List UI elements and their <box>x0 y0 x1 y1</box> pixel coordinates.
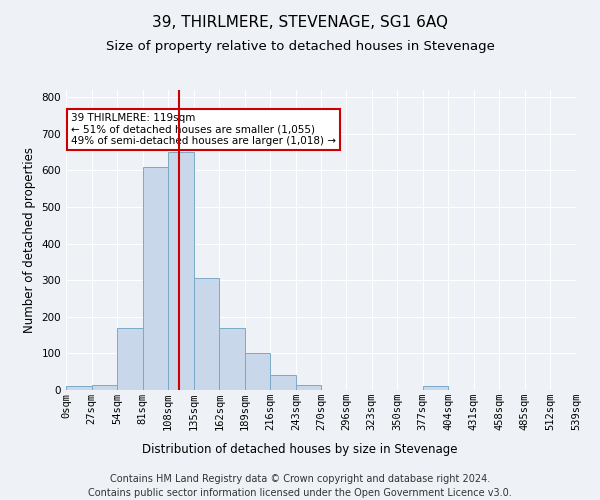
Y-axis label: Number of detached properties: Number of detached properties <box>23 147 36 333</box>
Bar <box>423 386 448 390</box>
Bar <box>117 328 143 390</box>
Text: 39 THIRLMERE: 119sqm
← 51% of detached houses are smaller (1,055)
49% of semi-de: 39 THIRLMERE: 119sqm ← 51% of detached h… <box>71 112 336 146</box>
Bar <box>92 384 117 390</box>
Bar <box>245 354 271 390</box>
Text: Distribution of detached houses by size in Stevenage: Distribution of detached houses by size … <box>142 442 458 456</box>
Bar <box>219 328 245 390</box>
Bar <box>296 384 322 390</box>
Text: Size of property relative to detached houses in Stevenage: Size of property relative to detached ho… <box>106 40 494 53</box>
Text: Contains HM Land Registry data © Crown copyright and database right 2024.
Contai: Contains HM Land Registry data © Crown c… <box>88 474 512 498</box>
Bar <box>168 152 194 390</box>
Text: 39, THIRLMERE, STEVENAGE, SG1 6AQ: 39, THIRLMERE, STEVENAGE, SG1 6AQ <box>152 15 448 30</box>
Bar <box>271 376 296 390</box>
Bar <box>194 278 219 390</box>
Bar <box>143 167 168 390</box>
Bar <box>66 386 92 390</box>
